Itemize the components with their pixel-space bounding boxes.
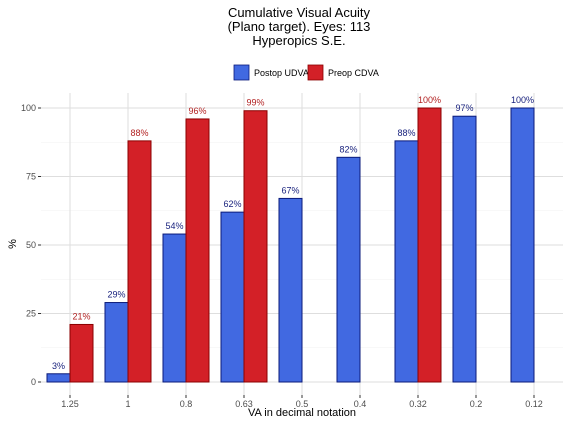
x-tick-label: 0.2 (470, 399, 483, 409)
x-tick-label: 0.12 (525, 399, 543, 409)
y-tick-label: 75 (26, 172, 36, 182)
bar-postop-udva-1 (104, 302, 129, 383)
data-label: 82% (339, 144, 357, 154)
bar-postop-udva-0.5 (278, 197, 303, 383)
y-axis-title: % (7, 239, 19, 249)
legend-item: Postop UDVA (233, 64, 309, 81)
bars: 3% 29% 54% 62% 67% 82% 88% 97% 100% 21% 88% 96% 99% 1… (46, 95, 535, 383)
legend-swatch (307, 64, 324, 81)
chart-title-line-2: (Plano target). Eyes: 113 (228, 19, 371, 34)
x-tick-label: 0.8 (180, 399, 193, 409)
y-axis: 0 25 50 75 100 (21, 103, 41, 387)
y-tick-label: 100 (21, 103, 36, 113)
bar-preop-cdva-1.25 (69, 323, 94, 383)
x-tick-label: 1.25 (61, 399, 79, 409)
data-label: 99% (246, 98, 264, 108)
chart-title-line-1: Cumulative Visual Acuity (228, 5, 371, 20)
data-label: 88% (397, 128, 415, 138)
bar-postop-udva-0.4 (336, 156, 361, 383)
x-axis: 1.25 1 0.8 0.63 0.5 0.4 0.32 0.2 0.12 (61, 395, 543, 409)
data-label: 62% (223, 199, 241, 209)
bar-postop-udva-1.25 (46, 373, 71, 383)
data-label: 21% (72, 311, 90, 321)
legend-swatch (233, 64, 250, 81)
y-tick-label: 50 (26, 240, 36, 250)
chart-title: Cumulative Visual Acuity (Plano target).… (228, 5, 371, 48)
legend-item: Preop CDVA (307, 64, 379, 81)
bar-postop-udva-0.8 (162, 233, 187, 383)
bar-preop-cdva-1 (127, 140, 152, 383)
bar-preop-cdva-0.8 (185, 118, 210, 383)
bar-preop-cdva-0.32 (417, 107, 442, 383)
x-axis-title: VA in decimal notation (248, 407, 356, 419)
legend-label: Postop UDVA (254, 68, 309, 78)
x-tick-label: 0.4 (354, 399, 367, 409)
bar-postop-udva-0.32 (394, 140, 419, 383)
data-label: 100% (511, 95, 534, 105)
x-tick-label: 0.32 (409, 399, 427, 409)
bar-postop-udva-0.63 (220, 211, 245, 383)
x-tick-label: 0.63 (235, 399, 253, 409)
data-label: 67% (281, 185, 299, 195)
y-tick-label: 0 (31, 377, 36, 387)
data-label: 29% (107, 290, 125, 300)
legend: Postop UDVA Preop CDVA (233, 64, 379, 81)
x-tick-label: 0.5 (296, 399, 309, 409)
legend-label: Preop CDVA (328, 68, 379, 78)
y-tick-label: 25 (26, 309, 36, 319)
data-label: 97% (455, 103, 473, 113)
data-label: 100% (418, 95, 441, 105)
bar-postop-udva-0.2 (452, 115, 477, 383)
data-label: 3% (52, 361, 65, 371)
bar-preop-cdva-0.63 (243, 110, 268, 383)
data-label: 88% (130, 128, 148, 138)
bar-postop-udva-0.12 (510, 107, 535, 383)
data-label: 96% (188, 106, 206, 116)
chart-title-line-3: Hyperopics S.E. (252, 33, 345, 48)
data-label: 54% (165, 221, 183, 231)
x-tick-label: 1 (125, 399, 130, 409)
